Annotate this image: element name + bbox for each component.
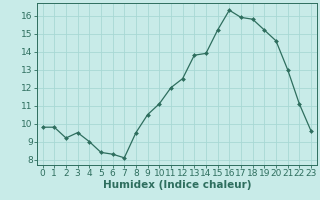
X-axis label: Humidex (Indice chaleur): Humidex (Indice chaleur) xyxy=(102,180,251,190)
